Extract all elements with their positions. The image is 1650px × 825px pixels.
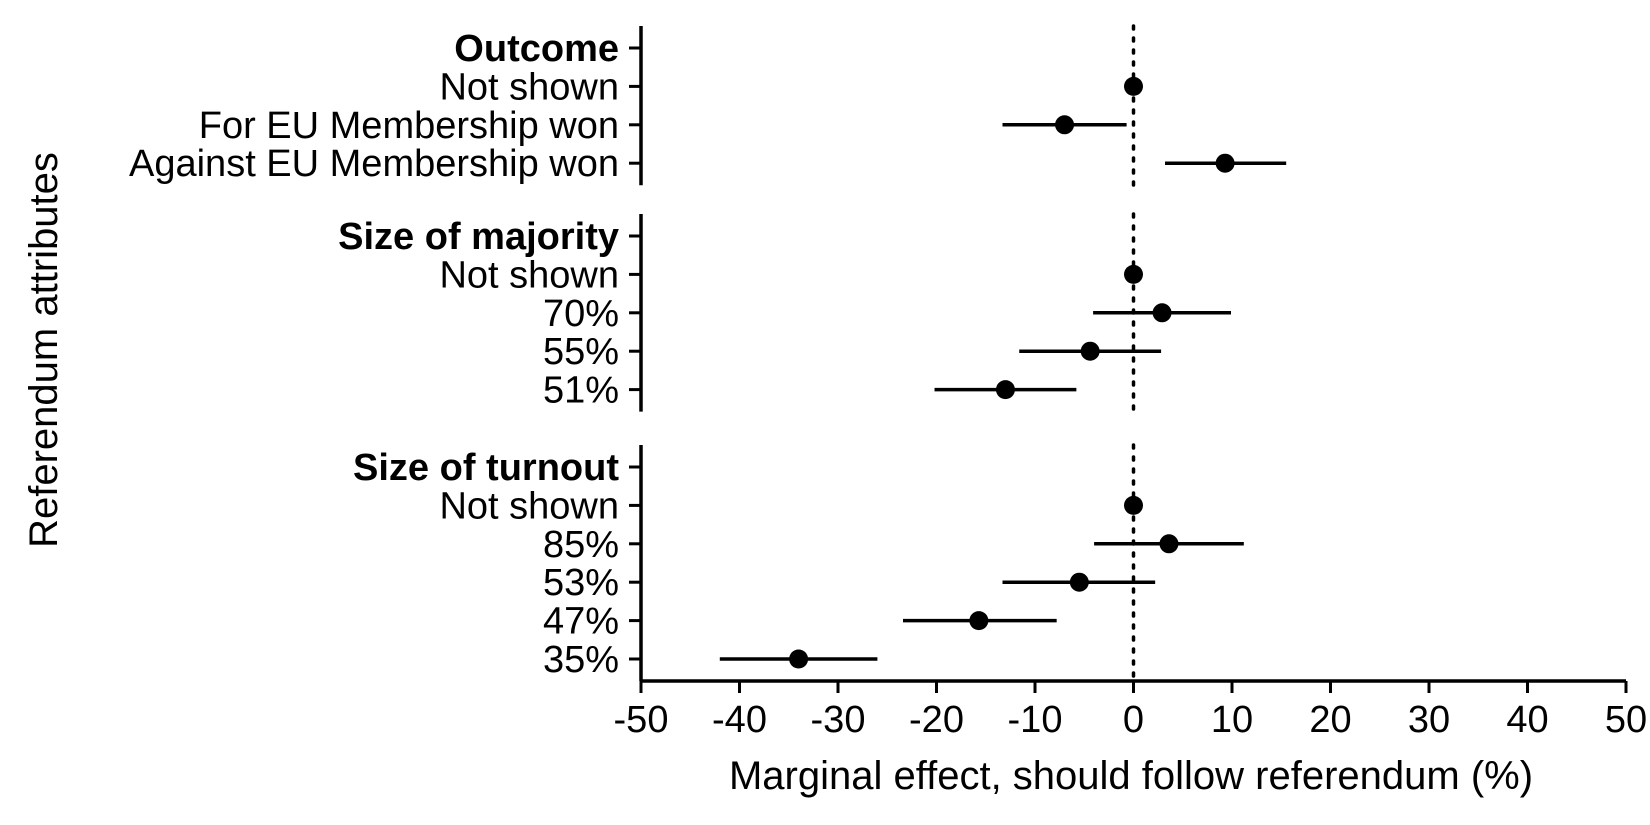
x-tick-label: -30 [811, 699, 866, 741]
x-axis: -50 -40 -30 -20 -10 0 10 20 30 40 50 [614, 679, 1647, 741]
row-label: Not shown [439, 254, 619, 296]
x-tick-label: 50 [1605, 699, 1647, 741]
x-tick-label: 20 [1309, 699, 1351, 741]
row-label: 51% [543, 370, 619, 412]
row-label: 85% [543, 524, 619, 566]
row-label: Not shown [439, 66, 619, 108]
group-title: Outcome [454, 28, 619, 70]
point-estimate [969, 611, 989, 631]
point-estimate [1069, 572, 1089, 592]
row-label: For EU Membership won [199, 105, 619, 147]
point-estimate [1215, 153, 1235, 173]
row-label: 47% [543, 601, 619, 643]
x-tick-label: 30 [1408, 699, 1450, 741]
row-label: 55% [543, 331, 619, 373]
row-label: 70% [543, 293, 619, 335]
row-label: Against EU Membership won [129, 143, 619, 185]
row-label: 53% [543, 562, 619, 604]
x-tick-label: -40 [712, 699, 767, 741]
point-estimate [1159, 534, 1179, 554]
point-estimate [995, 380, 1015, 400]
group-title: Size of turnout [353, 447, 619, 489]
x-axis-title: Marginal effect, should follow referendu… [729, 754, 1533, 798]
x-tick-label: -10 [1008, 699, 1063, 741]
row-label: 35% [543, 639, 619, 681]
point-estimate [1124, 76, 1143, 96]
group-title: Size of majority [338, 216, 619, 258]
point-estimate [1152, 303, 1172, 323]
x-tick-label: 40 [1506, 699, 1548, 741]
x-tick-label: 10 [1211, 699, 1253, 741]
x-tick-label: -20 [909, 699, 964, 741]
point-estimate [1124, 264, 1143, 284]
point-estimate [1124, 495, 1143, 515]
x-tick-label: 0 [1123, 699, 1144, 741]
point-estimate [1080, 341, 1100, 361]
row-label: Not shown [439, 485, 619, 527]
y-axis-title: Referendum attributes [22, 152, 66, 548]
x-tick-label: -50 [614, 699, 669, 741]
point-estimate [1055, 115, 1075, 135]
point-estimate [789, 649, 809, 669]
